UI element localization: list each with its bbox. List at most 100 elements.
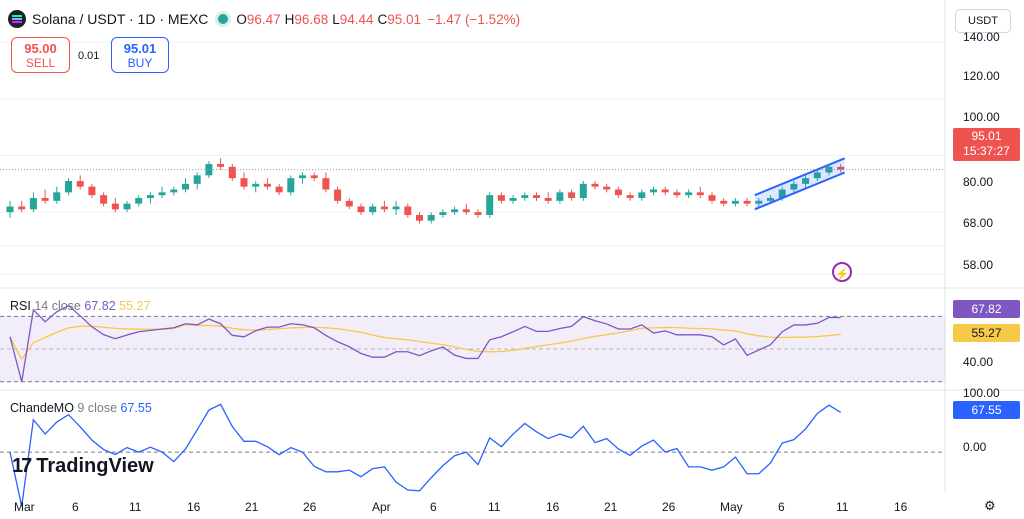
change-value: −1.47 (−1.52%)	[427, 11, 521, 27]
time-axis-label: 16	[187, 500, 201, 514]
candle-body	[404, 206, 412, 215]
candle-body	[41, 198, 49, 201]
cmo-legend[interactable]: ChandeMO 9 close 67.55	[10, 401, 152, 415]
last-price-value: 95.01	[971, 129, 1002, 143]
candle-body	[263, 183, 271, 187]
time-axis-label: 21	[245, 500, 259, 514]
candle-body	[88, 186, 96, 196]
tradingview-logo-icon: 17	[12, 455, 32, 477]
candle-body	[299, 175, 306, 179]
candle-body	[392, 206, 400, 210]
candle-body	[603, 186, 611, 190]
candle-body	[18, 206, 26, 210]
cmo-axis-label: 0.00	[963, 440, 987, 454]
settings-gear-icon[interactable]: ⚙	[984, 498, 996, 513]
candle-body	[170, 189, 178, 193]
candle-body	[357, 206, 365, 213]
candle-body	[29, 198, 37, 210]
candle-body	[462, 209, 470, 213]
candle-body	[205, 164, 213, 176]
price-axis-label: 58.00	[963, 258, 994, 272]
sell-price: 95.00	[24, 41, 57, 56]
last-price-tag: 95.01 15:37:27	[953, 128, 1020, 161]
currency-selector[interactable]: USDT	[955, 9, 1011, 33]
spread-value: 0.01	[78, 50, 100, 62]
candle-body	[755, 200, 763, 204]
sell-button[interactable]: 95.00 SELL	[11, 37, 70, 73]
candle-body	[802, 178, 810, 184]
candle-body	[813, 172, 821, 179]
price-axis-label: 100.00	[963, 110, 1000, 124]
candle-body	[720, 200, 728, 204]
candle-body	[509, 198, 517, 201]
candle-body	[427, 215, 435, 221]
candle-body	[533, 195, 540, 198]
candle-body	[345, 200, 353, 207]
brand-name: TradingView	[36, 455, 154, 477]
channel-fill	[754, 158, 845, 210]
channel-upper-line	[754, 157, 846, 197]
candle-body	[497, 195, 505, 201]
candle-body	[521, 195, 529, 198]
candle-body	[638, 192, 646, 198]
time-axis-label: Mar	[14, 500, 35, 514]
cmo-params: 9 close	[77, 401, 118, 415]
candle-body	[614, 189, 622, 196]
candle-body	[240, 178, 248, 187]
candle-body	[685, 192, 693, 196]
candle-body	[369, 206, 377, 213]
buy-button[interactable]: 95.01 BUY	[111, 37, 169, 73]
rsi-value-tag: 67.82	[953, 300, 1020, 318]
price-axis-label: 120.00	[963, 69, 1000, 83]
candle-body	[135, 198, 143, 204]
low-value: 94.44	[339, 11, 374, 27]
candle-body	[252, 183, 260, 187]
time-axis-label: Apr	[372, 500, 391, 514]
price-axis-label: 140.00	[963, 30, 1000, 44]
open-label: O	[236, 11, 247, 27]
rsi-line	[9, 304, 841, 382]
candle-body	[123, 203, 131, 210]
time-axis-label: 21	[604, 500, 618, 514]
candle-body	[334, 189, 342, 201]
price-axis-label: 80.00	[963, 175, 994, 189]
rsi-params: 14 close	[34, 299, 81, 313]
time-axis-label: 16	[894, 500, 908, 514]
tradingview-logo[interactable]: 17 TradingView	[12, 455, 154, 478]
candle-body	[310, 175, 318, 179]
candle-body	[287, 178, 295, 193]
candle-body	[439, 212, 447, 215]
time-axis-label: 11	[488, 500, 501, 514]
candle-body	[53, 192, 61, 201]
high-label: H	[284, 11, 295, 27]
candle-body	[696, 192, 704, 196]
rsi-ma-tag: 55.27	[953, 324, 1020, 342]
rsi-ma-value: 55.27	[119, 299, 151, 313]
candle-body	[556, 192, 564, 201]
symbol-title[interactable]: Solana / USDT · 1D · MEXC	[32, 11, 209, 27]
candle-body	[322, 178, 330, 190]
rsi-legend[interactable]: RSI 14 close 67.82 55.27	[10, 299, 150, 313]
bolt-icon[interactable]: ⚡	[832, 262, 852, 282]
candle-body	[6, 206, 14, 213]
candle-body	[146, 195, 154, 198]
time-axis-label: 26	[303, 500, 317, 514]
time-axis-label: 6	[430, 500, 437, 514]
candle-body	[731, 200, 739, 204]
candle-body	[837, 166, 845, 170]
rsi-value: 67.82	[84, 299, 116, 313]
candle-body	[708, 195, 716, 201]
candle-body	[778, 189, 786, 198]
rsi-ma-line	[9, 323, 841, 361]
rsi-name: RSI	[10, 299, 31, 313]
candle-body	[650, 189, 657, 193]
rsi-axis-label: 40.00	[963, 355, 994, 369]
candle-body	[193, 175, 201, 184]
candle-body	[743, 200, 751, 204]
time-axis-label: 16	[546, 500, 560, 514]
time-axis-label: 26	[662, 500, 676, 514]
candle-body	[158, 192, 166, 196]
time-axis-label: 6	[778, 500, 785, 514]
